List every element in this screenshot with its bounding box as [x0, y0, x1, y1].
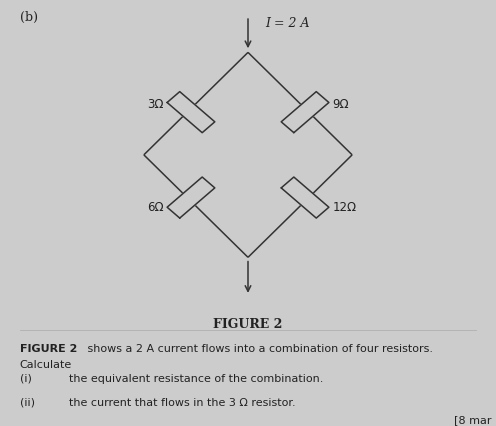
Text: [8 mar: [8 mar	[453, 414, 491, 424]
Text: 3Ω: 3Ω	[147, 98, 164, 111]
Text: 6Ω: 6Ω	[147, 200, 164, 213]
Text: the current that flows in the 3 Ω resistor.: the current that flows in the 3 Ω resist…	[69, 397, 296, 407]
Text: shows a 2 A current flows into a combination of four resistors.: shows a 2 A current flows into a combina…	[84, 343, 434, 353]
Polygon shape	[281, 178, 329, 219]
Text: FIGURE 2: FIGURE 2	[20, 343, 77, 353]
Text: (ii): (ii)	[20, 397, 35, 407]
Text: (b): (b)	[20, 11, 38, 23]
Text: 12Ω: 12Ω	[332, 200, 357, 213]
Text: I = 2 A: I = 2 A	[265, 17, 310, 30]
Polygon shape	[167, 178, 215, 219]
Text: the equivalent resistance of the combination.: the equivalent resistance of the combina…	[69, 373, 324, 383]
Polygon shape	[167, 92, 215, 133]
Polygon shape	[281, 92, 329, 133]
Text: Calculate: Calculate	[20, 359, 72, 369]
Text: (i): (i)	[20, 373, 32, 383]
Text: FIGURE 2: FIGURE 2	[213, 317, 283, 330]
Text: 9Ω: 9Ω	[332, 98, 349, 111]
